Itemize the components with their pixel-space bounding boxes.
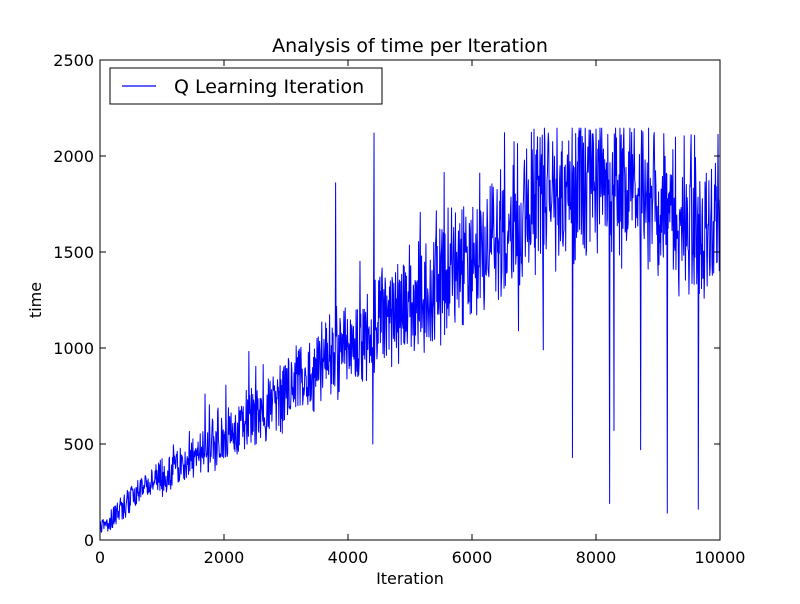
x-tick-label: 2000 [204,548,245,567]
y-axis: 0 500 1000 1500 2000 2500 [53,51,720,550]
y-tick-label: 2000 [53,147,94,166]
plot-area [99,127,721,533]
x-tick-label: 6000 [452,548,493,567]
x-tick-label: 0 [95,548,105,567]
legend-label-q-learning: Q Learning Iteration [174,76,364,98]
series-line-q-learning [99,127,721,533]
y-axis-label: time [26,282,45,318]
y-tick-label: 500 [63,435,94,454]
x-tick-label: 8000 [576,548,617,567]
chart-title: Analysis of time per Iteration [272,35,548,57]
y-tick-label: 1500 [53,243,94,262]
legend: Q Learning Iteration [109,67,383,105]
y-tick-label: 2500 [53,51,94,70]
x-tick-label: 10000 [695,548,746,567]
x-axis-label: Iteration [376,569,444,588]
x-tick-label: 4000 [328,548,369,567]
y-tick-label: 0 [84,531,94,550]
y-tick-label: 1000 [53,339,94,358]
plot-frame [99,59,721,541]
